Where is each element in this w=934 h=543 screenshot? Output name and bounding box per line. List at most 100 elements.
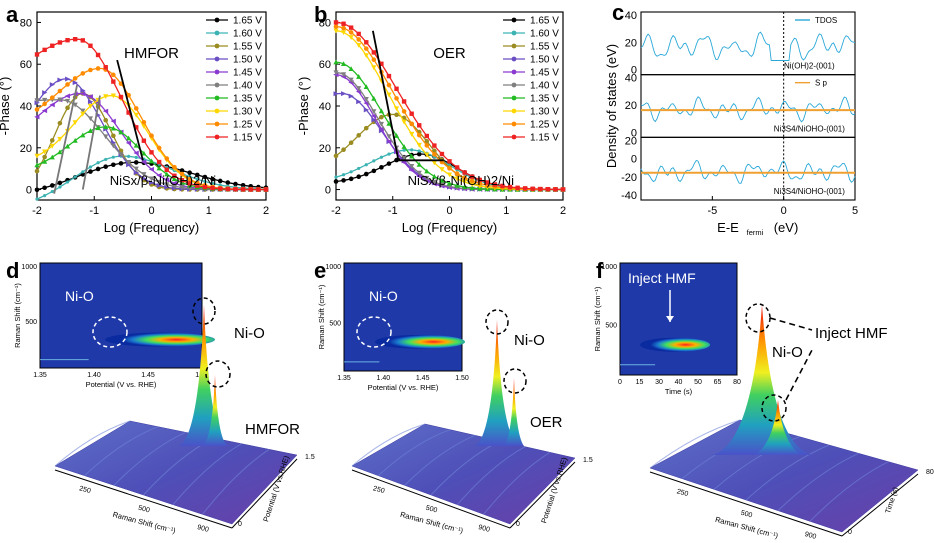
inset-heatmap-background <box>619 262 738 376</box>
data-point <box>102 108 109 114</box>
data-point <box>179 185 185 191</box>
surface-y-tick: 80 <box>926 469 934 476</box>
surface-event-label: Inject HMF <box>815 325 888 342</box>
peak-highlight-circle <box>192 297 216 325</box>
peak-highlight-circle <box>745 303 771 333</box>
data-point <box>110 125 116 131</box>
data-point <box>401 99 407 104</box>
inset-arrow-head <box>666 316 674 322</box>
data-point <box>348 77 354 83</box>
dos-subplot-label: Ni3S4/NiOHO-(001) <box>774 187 845 196</box>
data-point <box>149 180 155 186</box>
legend-entry-140V: 1.40 V <box>530 81 559 92</box>
data-point <box>80 91 86 97</box>
data-point <box>553 187 558 192</box>
legend-marker <box>511 134 517 140</box>
data-point <box>371 117 377 123</box>
data-point <box>34 98 40 104</box>
inset-x-title: Potential (V vs. RHE) <box>368 383 439 392</box>
data-point <box>42 158 48 164</box>
y-tick-label: 0 <box>26 185 32 197</box>
legend-marker <box>511 121 517 127</box>
data-point <box>210 176 215 182</box>
data-point <box>50 189 54 194</box>
surface-peak-label: Ni-O <box>772 344 803 361</box>
data-point <box>57 88 63 94</box>
surface-peak <box>203 375 227 446</box>
data-point <box>103 117 108 123</box>
data-point <box>156 159 162 165</box>
data-point <box>58 185 62 189</box>
legend-entry-160V: 1.60 V <box>233 29 262 40</box>
inset-x-tick: 15 <box>636 379 644 386</box>
data-point <box>148 176 155 182</box>
data-point <box>87 103 94 109</box>
data-point <box>126 160 132 165</box>
data-point <box>218 183 222 187</box>
data-point <box>80 111 86 117</box>
inset-y-tick: 500 <box>329 320 341 327</box>
data-point <box>439 182 445 188</box>
surface-x-tick: 900 <box>196 524 209 534</box>
data-point <box>416 132 422 138</box>
data-point <box>333 70 339 76</box>
x-tick-label: 2 <box>560 205 566 217</box>
peak-highlight-circle <box>503 368 527 394</box>
legend-entry-125V: 1.25 V <box>530 120 559 131</box>
legend-marker <box>214 43 220 49</box>
data-point <box>424 175 430 181</box>
panel-letter-d: d <box>6 258 19 283</box>
x-tick-label: 0 <box>148 205 154 217</box>
data-point <box>469 185 475 191</box>
surface-x-axis <box>351 469 511 529</box>
inset-heatmap-background <box>343 262 463 372</box>
data-point <box>341 178 346 183</box>
data-point <box>348 25 354 30</box>
x-tick-label: -1 <box>89 205 99 217</box>
data-point <box>156 182 162 188</box>
data-point <box>333 24 339 29</box>
data-point <box>42 149 48 155</box>
data-point <box>515 185 520 190</box>
inset-y-tick: 500 <box>25 319 37 326</box>
data-point <box>163 177 170 183</box>
data-point <box>134 125 139 130</box>
data-point <box>408 167 415 173</box>
data-point <box>103 65 108 70</box>
data-point <box>431 173 437 179</box>
data-point <box>386 161 392 166</box>
data-point <box>560 187 566 192</box>
data-point <box>80 132 86 138</box>
data-point <box>387 152 391 156</box>
data-point <box>333 20 339 25</box>
data-point <box>545 187 551 192</box>
surface-ripple <box>809 461 889 522</box>
surface-ripple <box>377 429 451 477</box>
x-axis-title: Log (Frequency) <box>104 220 199 235</box>
data-point <box>103 164 108 169</box>
data-point <box>507 184 513 190</box>
data-point <box>118 152 124 158</box>
dos-subplot-label: Ni3S4/NiOHO-(001) <box>774 124 845 133</box>
data-point <box>248 187 253 192</box>
panel-letter-c: c <box>612 0 624 25</box>
legend-marker <box>511 43 517 49</box>
data-point <box>49 102 55 108</box>
data-point <box>256 187 261 192</box>
data-point <box>195 183 200 188</box>
trend-line <box>372 30 400 161</box>
data-point <box>111 155 115 159</box>
surface-ripple <box>54 420 131 467</box>
data-point <box>72 80 78 86</box>
surface-ripple <box>202 448 270 515</box>
data-point <box>477 177 482 183</box>
inset-y-title: Raman Shift (cm⁻¹) <box>317 284 326 349</box>
data-point <box>447 166 452 171</box>
data-point <box>88 165 93 169</box>
data-point <box>42 185 47 191</box>
x-tick-label: -2 <box>32 205 42 217</box>
data-point <box>34 114 40 120</box>
surface-peak <box>504 378 524 446</box>
data-point <box>57 40 63 45</box>
